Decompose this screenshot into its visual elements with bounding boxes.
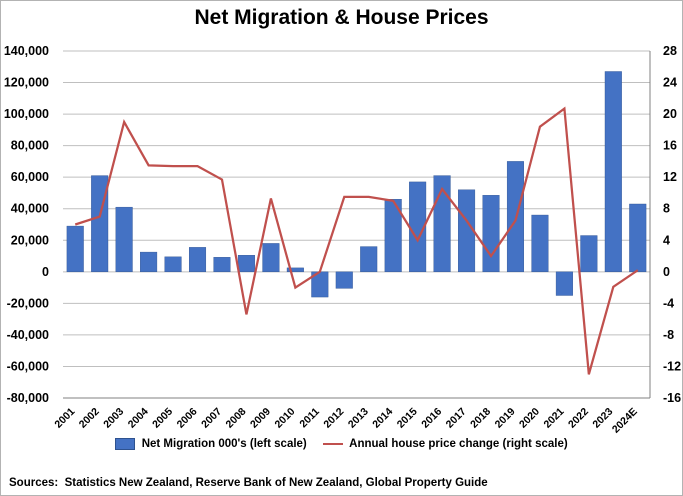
svg-text:0: 0	[42, 265, 49, 279]
svg-text:80,000: 80,000	[11, 139, 49, 153]
svg-text:60,000: 60,000	[11, 170, 49, 184]
svg-text:8: 8	[663, 202, 670, 216]
svg-text:-8: -8	[663, 328, 674, 342]
svg-text:16: 16	[663, 139, 677, 153]
svg-text:-12: -12	[663, 359, 681, 373]
svg-text:20,000: 20,000	[11, 233, 49, 247]
svg-text:100,000: 100,000	[4, 107, 49, 121]
svg-text:24: 24	[663, 76, 677, 90]
svg-text:4: 4	[663, 233, 670, 247]
svg-text:28: 28	[663, 44, 677, 58]
svg-text:-40,000: -40,000	[7, 328, 49, 342]
svg-text:120,000: 120,000	[4, 76, 49, 90]
svg-text:140,000: 140,000	[4, 44, 49, 58]
svg-text:12: 12	[663, 170, 677, 184]
svg-text:20: 20	[663, 107, 677, 121]
svg-text:-60,000: -60,000	[7, 359, 49, 373]
svg-text:-80,000: -80,000	[7, 391, 49, 405]
svg-text:-20,000: -20,000	[7, 296, 49, 310]
svg-text:-16: -16	[663, 391, 681, 405]
svg-text:40,000: 40,000	[11, 202, 49, 216]
svg-text:-4: -4	[663, 296, 674, 310]
svg-text:0: 0	[663, 265, 670, 279]
